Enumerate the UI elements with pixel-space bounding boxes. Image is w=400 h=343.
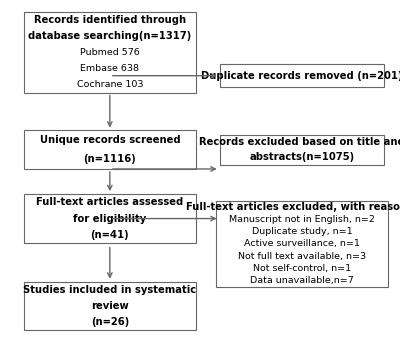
Text: (n=26): (n=26) xyxy=(91,317,129,327)
FancyBboxPatch shape xyxy=(24,282,196,330)
FancyBboxPatch shape xyxy=(24,130,196,169)
Text: Not self-control, n=1: Not self-control, n=1 xyxy=(253,264,351,273)
Text: Data unavailable,n=7: Data unavailable,n=7 xyxy=(250,276,354,285)
Text: Unique records screened: Unique records screened xyxy=(40,135,180,145)
Text: abstracts(n=1075): abstracts(n=1075) xyxy=(249,152,354,162)
FancyBboxPatch shape xyxy=(220,134,384,165)
Text: Duplicate records removed (n=201): Duplicate records removed (n=201) xyxy=(201,71,400,81)
Text: Embase 638: Embase 638 xyxy=(80,64,139,73)
Text: (n=1116): (n=1116) xyxy=(84,154,136,164)
FancyBboxPatch shape xyxy=(24,12,196,93)
Text: Records identified through: Records identified through xyxy=(34,15,186,25)
Text: Pubmed 576: Pubmed 576 xyxy=(80,48,140,57)
Text: Full-text articles assessed: Full-text articles assessed xyxy=(36,197,184,207)
Text: (n=41): (n=41) xyxy=(90,230,129,240)
Text: for eligibility: for eligibility xyxy=(73,214,146,224)
Text: Records excluded based on title and: Records excluded based on title and xyxy=(199,137,400,147)
Text: Not full text available, n=3: Not full text available, n=3 xyxy=(238,251,366,261)
Text: Manuscript not in English, n=2: Manuscript not in English, n=2 xyxy=(229,215,375,224)
Text: database searching(n=1317): database searching(n=1317) xyxy=(28,31,192,41)
Text: Cochrane 103: Cochrane 103 xyxy=(76,80,143,89)
FancyBboxPatch shape xyxy=(220,64,384,87)
Text: Studies included in systematic: Studies included in systematic xyxy=(23,285,196,295)
Text: Full-text articles excluded, with reasons:: Full-text articles excluded, with reason… xyxy=(186,202,400,212)
Text: Active surveillance, n=1: Active surveillance, n=1 xyxy=(244,239,360,248)
Text: Duplicate study, n=1: Duplicate study, n=1 xyxy=(252,227,352,236)
Text: review: review xyxy=(91,301,129,311)
FancyBboxPatch shape xyxy=(24,194,196,243)
FancyBboxPatch shape xyxy=(216,201,388,287)
